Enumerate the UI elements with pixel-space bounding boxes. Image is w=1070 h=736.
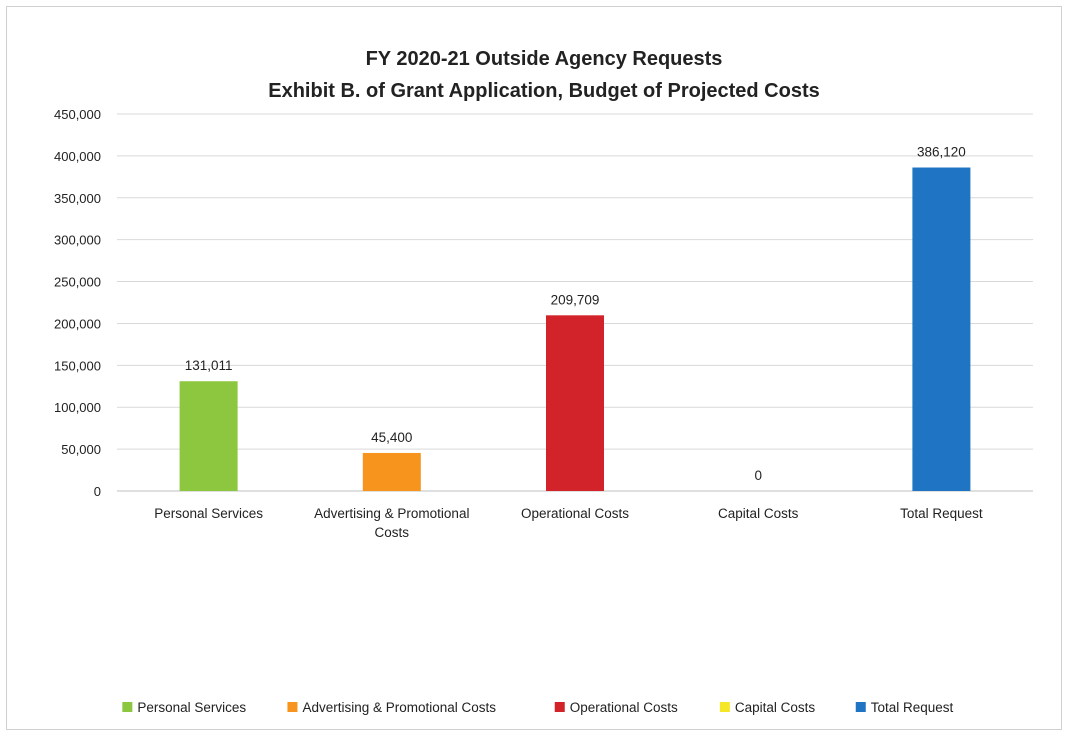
legend: Personal Services Advertising & Promotion… [122,700,954,715]
legend-label: Advertising & Promotional Costs [302,700,496,715]
bar [546,315,604,491]
category-label: Operational Costs [521,506,629,521]
bar-chart: FY 2020-21 Outside Agency Requests Exhib… [54,48,1033,715]
data-label: 45,400 [371,430,412,445]
legend-label: Total Request [871,700,954,715]
bar [179,381,238,491]
legend-item: Total Request [855,700,954,715]
legend-swatch [287,702,298,712]
y-tick-label: 50,000 [61,442,101,457]
legend-swatch [554,702,565,712]
chart-subtitle: Exhibit B. of Grant Application, Budget … [268,80,820,102]
y-tick-label: 400,000 [54,149,101,164]
legend-item: Capital Costs [719,700,816,715]
legend-label: Personal Services [137,700,246,715]
y-tick-label: 250,000 [54,275,101,290]
bar [362,452,421,491]
y-tick-label: 450,000 [54,107,101,122]
bar [912,167,971,491]
legend-swatch [122,702,133,712]
legend-item: Operational Costs [554,700,678,715]
chart-title: FY 2020-21 Outside Agency Requests [366,48,723,70]
chart-frame: FY 2020-21 Outside Agency Requests Exhib… [6,6,1062,730]
category-label: Advertising & Promotional Costs [314,506,469,540]
bars [179,167,971,491]
data-label: 209,709 [551,292,600,307]
legend-swatch [855,702,866,712]
y-tick-label: 350,000 [54,191,101,206]
y-tick-label: 0 [94,484,101,499]
y-axis-ticks: 0 50,000 100,000 150,000 200,000 250,000 300,0… [54,107,101,499]
legend-label: Capital Costs [735,700,816,715]
y-tick-label: 300,000 [54,233,101,248]
category-label: Total Request [900,506,983,521]
legend-item: Personal Services [122,700,246,715]
x-axis-categories: Personal Services Advertising & Promotion… [154,506,983,540]
data-label: 0 [754,468,762,483]
legend-label: Operational Costs [570,700,678,715]
data-labels: 131,011 45,400 209,709 0 386,120 [185,145,966,483]
legend-swatch [719,702,730,712]
legend-item: Advertising & Promotional Costs [287,700,496,715]
y-tick-label: 200,000 [54,316,101,331]
category-label: Capital Costs [718,506,799,521]
data-label: 386,120 [917,145,966,160]
category-label: Personal Services [154,506,263,521]
y-tick-label: 150,000 [54,358,101,373]
data-label: 131,011 [185,358,233,373]
y-tick-label: 100,000 [54,400,101,415]
